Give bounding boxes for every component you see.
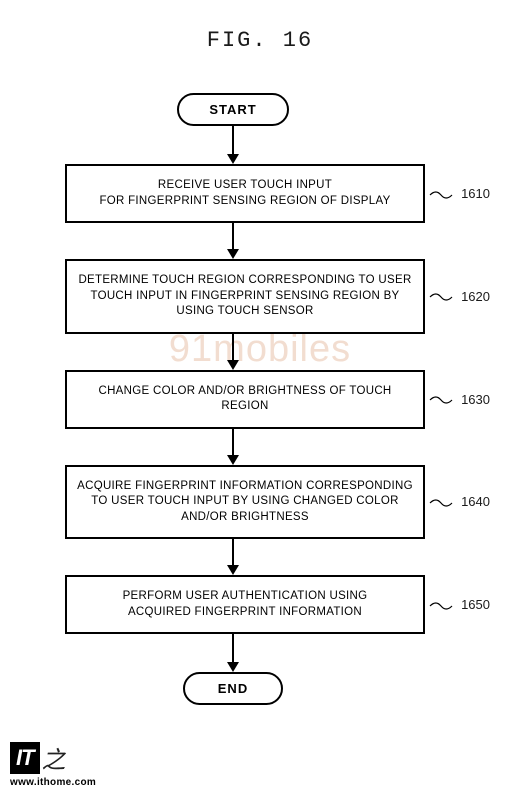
process-row: PERFORM USER AUTHENTICATION USING ACQUIR… — [20, 575, 500, 634]
ref-leader — [430, 599, 452, 611]
process-row: CHANGE COLOR AND/OR BRIGHTNESS OF TOUCH … — [20, 370, 500, 429]
process-step-1640: ACQUIRE FINGERPRINT INFORMATION CORRESPO… — [65, 465, 425, 540]
process-row: RECEIVE USER TOUCH INPUT FOR FINGERPRINT… — [20, 164, 500, 223]
ref-label: 1650 — [461, 597, 490, 612]
logo-main-text: IT — [10, 742, 40, 774]
flow-arrow — [227, 634, 239, 672]
flowchart: START RECEIVE USER TOUCH INPUT FOR FINGER… — [0, 93, 520, 705]
logo-suffix-text: 之 — [42, 740, 66, 775]
ref-leader — [430, 188, 452, 200]
ref-label: 1610 — [461, 186, 490, 201]
logo-box: IT 之 — [10, 740, 66, 775]
ref-label: 1640 — [461, 494, 490, 509]
start-terminal: START — [177, 93, 288, 126]
ref-label: 1630 — [461, 392, 490, 407]
flow-arrow — [227, 223, 239, 259]
flow-arrow — [227, 539, 239, 575]
process-step-1620: DETERMINE TOUCH REGION CORRESPONDING TO … — [65, 259, 425, 334]
logo-url: www.ithome.com — [10, 777, 96, 788]
process-row: ACQUIRE FINGERPRINT INFORMATION CORRESPO… — [20, 465, 500, 540]
end-terminal: END — [183, 672, 283, 705]
figure-title: FIG. 16 — [0, 28, 520, 53]
process-step-1610: RECEIVE USER TOUCH INPUT FOR FINGERPRINT… — [65, 164, 425, 223]
ref-leader — [430, 393, 452, 405]
footer-logo: IT 之 www.ithome.com — [10, 740, 96, 788]
ref-leader — [430, 496, 452, 508]
flow-arrow — [227, 334, 239, 370]
flow-arrow — [227, 429, 239, 465]
ref-leader — [430, 290, 452, 302]
flow-arrow — [227, 126, 239, 164]
process-step-1650: PERFORM USER AUTHENTICATION USING ACQUIR… — [65, 575, 425, 634]
process-row: DETERMINE TOUCH REGION CORRESPONDING TO … — [20, 259, 500, 334]
process-step-1630: CHANGE COLOR AND/OR BRIGHTNESS OF TOUCH … — [65, 370, 425, 429]
ref-label: 1620 — [461, 289, 490, 304]
